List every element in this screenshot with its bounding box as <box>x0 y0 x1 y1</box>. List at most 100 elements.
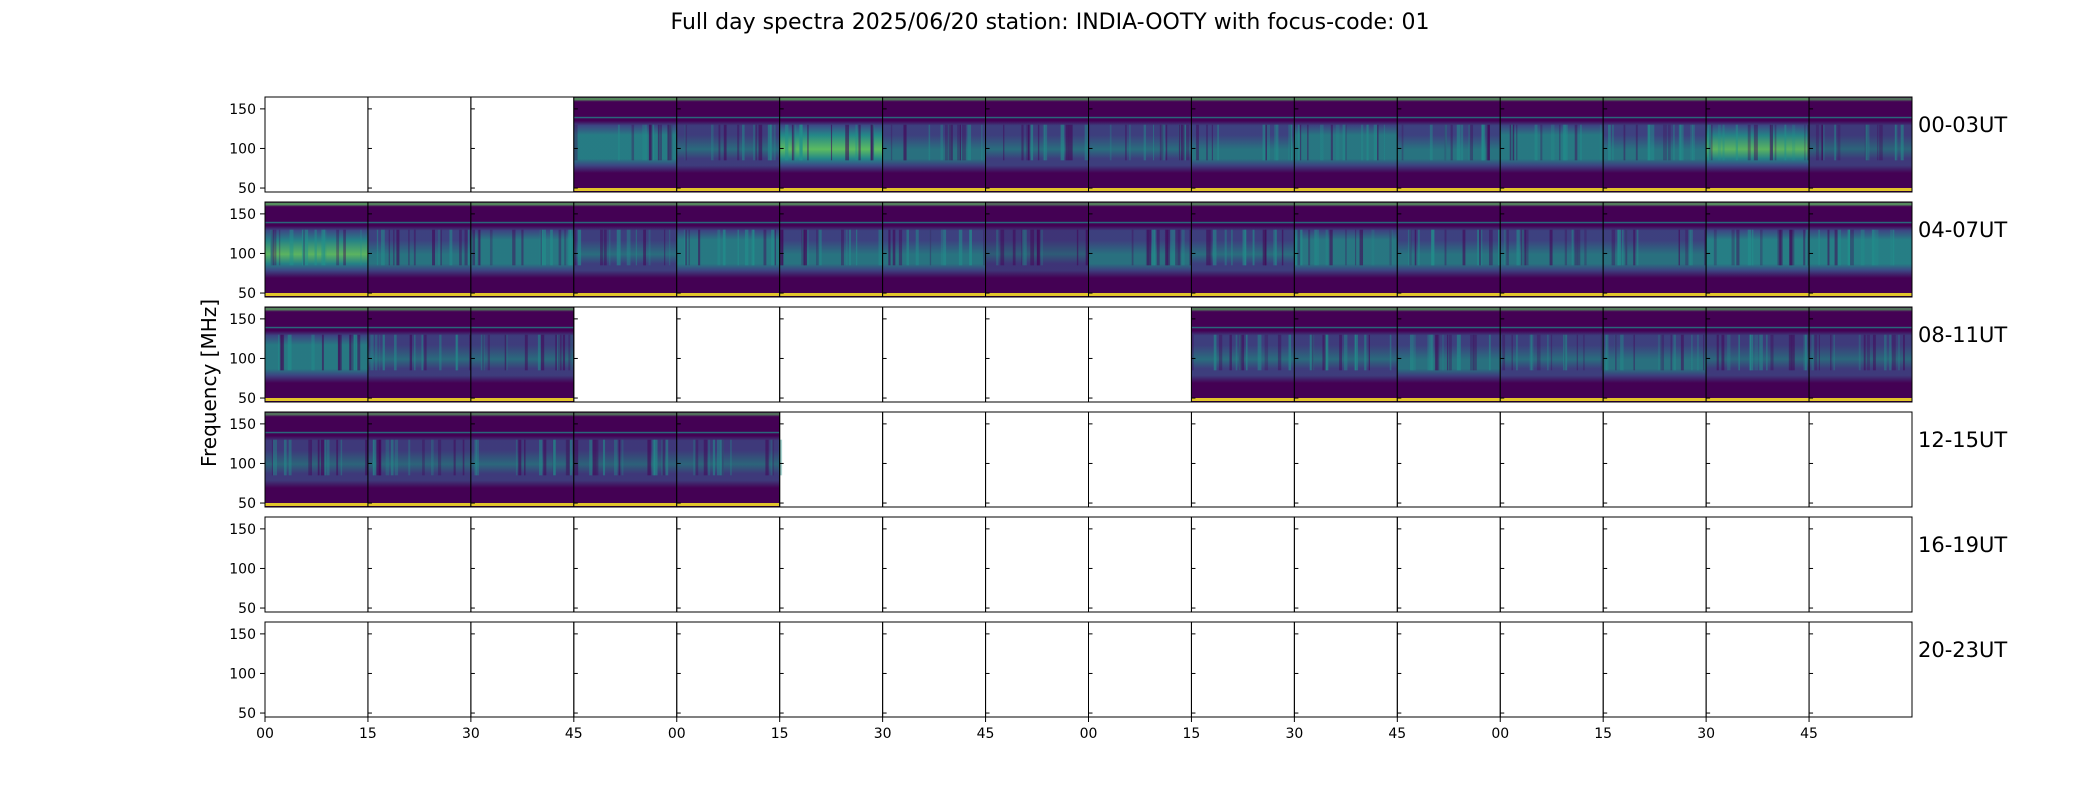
spectrum-striation <box>314 229 317 266</box>
spectrum-panel <box>985 411 1089 508</box>
spectrum-striation <box>374 334 378 371</box>
spectrum-striation <box>688 229 690 266</box>
spectrum-striation <box>577 229 582 266</box>
spectrum-striation <box>772 439 774 476</box>
spectrum-image <box>1294 97 1398 192</box>
spectrum-striation <box>1042 124 1046 161</box>
rfi-line <box>1397 221 1501 224</box>
spectrum-striation <box>1521 229 1524 266</box>
spectrum-striation <box>1895 124 1898 161</box>
spectrum-image <box>1809 307 1912 402</box>
spectrum-striation <box>1805 334 1808 371</box>
spectrum-striation <box>521 229 524 266</box>
spectrum-striation <box>803 229 807 266</box>
spectrum-striation <box>1065 124 1069 161</box>
baseline-strip <box>367 398 471 401</box>
spectrum-striation <box>1680 334 1684 371</box>
spectrum-striation <box>1418 229 1420 266</box>
spectrum-striation <box>1355 229 1357 266</box>
spectrum-striation <box>668 124 672 161</box>
spectrum-striation <box>1697 334 1699 371</box>
spectrum-striation <box>566 439 570 476</box>
spectrum-striation <box>642 124 646 161</box>
baseline-strip <box>676 503 780 506</box>
rfi-line <box>367 326 471 329</box>
spectrum-striation <box>279 334 283 371</box>
spectrum-striation <box>408 439 411 476</box>
spectrum-panel <box>676 516 781 613</box>
spectrum-striation <box>1186 124 1190 161</box>
spectrum-striation <box>1562 124 1566 161</box>
spectrum-striation <box>1803 229 1806 266</box>
spectrum-panel <box>367 621 472 718</box>
panel-frame <box>882 411 987 508</box>
spectrum-striation <box>1747 229 1752 266</box>
spectrum-striation <box>349 334 351 371</box>
panel-frame <box>470 516 575 613</box>
panel-frame <box>1705 516 1810 613</box>
spectrum-striation <box>1373 124 1378 161</box>
panel-frame <box>1808 621 1913 718</box>
spectrum-striation <box>1275 124 1277 161</box>
spectrum-panel <box>367 201 472 298</box>
spectrum-panel <box>1293 621 1398 718</box>
spectrum-striation <box>1342 124 1346 161</box>
spectrum-striation <box>1679 124 1684 161</box>
spectrum-striation <box>1288 124 1292 161</box>
y-tick-label: 150 <box>229 417 256 433</box>
spectrum-striation <box>1297 124 1300 161</box>
spectrum-striation <box>1068 124 1073 161</box>
x-tick-label: 45 <box>565 726 583 742</box>
spectrum-striation <box>1584 229 1587 266</box>
spectrum-striation <box>1524 229 1527 266</box>
spectrum-striation <box>1749 334 1751 371</box>
spectrum-panel <box>676 96 781 193</box>
spectrum-panel <box>1190 516 1295 613</box>
spectrum-striation <box>283 439 287 476</box>
spectrum-striation <box>303 229 305 266</box>
rfi-line <box>882 116 986 119</box>
spectrum-striation <box>1088 124 1091 161</box>
spectrum-striation <box>1446 334 1449 371</box>
spectrum-striation <box>301 229 306 266</box>
baseline-strip <box>779 293 883 296</box>
spectrum-striation <box>1012 229 1016 266</box>
spectrum-striation <box>1345 229 1347 266</box>
spectrum-panel <box>985 96 1091 193</box>
spectrum-striation <box>1678 229 1680 266</box>
spectrum-striation <box>1060 124 1065 161</box>
spectrum-striation <box>800 124 803 161</box>
spectrum-striation <box>1262 229 1267 266</box>
spectrum-striation <box>353 334 356 371</box>
spectrum-striation <box>1599 124 1602 161</box>
spectrum-striation <box>1131 229 1134 266</box>
spectrum-striation <box>944 124 949 161</box>
spectrum-striation <box>602 439 606 476</box>
baseline-strip <box>1500 398 1604 401</box>
panel-frame <box>882 306 987 403</box>
panel-frame <box>1808 201 1913 298</box>
spectrum-striation <box>1803 334 1806 371</box>
spectrum-striation <box>524 439 526 476</box>
spectrum-striation <box>940 124 943 161</box>
spectrum-striation <box>629 229 631 266</box>
spectrum-panel <box>1705 306 1810 403</box>
spectrum-striation <box>1224 229 1227 266</box>
baseline-strip <box>470 503 574 506</box>
spectrum-striation <box>1574 229 1578 266</box>
rfi-line <box>1500 326 1604 329</box>
spectrum-striation <box>1192 334 1194 371</box>
spectrum-striation <box>1355 334 1359 371</box>
baseline-strip <box>1809 398 1912 401</box>
spectrum-striation <box>1308 229 1311 266</box>
spectrum-striation <box>1275 229 1277 266</box>
spectrum-panel <box>1293 306 1398 403</box>
spectrum-panel <box>1190 411 1295 508</box>
spectrum-panel <box>1088 621 1192 718</box>
spectrum-striation <box>570 334 573 371</box>
spectrum-striation <box>1647 124 1651 161</box>
spectrum-image <box>676 97 780 192</box>
panel-frame <box>1088 411 1192 508</box>
spectrum-striation <box>1147 229 1152 266</box>
x-tick-label: 00 <box>1080 726 1098 742</box>
